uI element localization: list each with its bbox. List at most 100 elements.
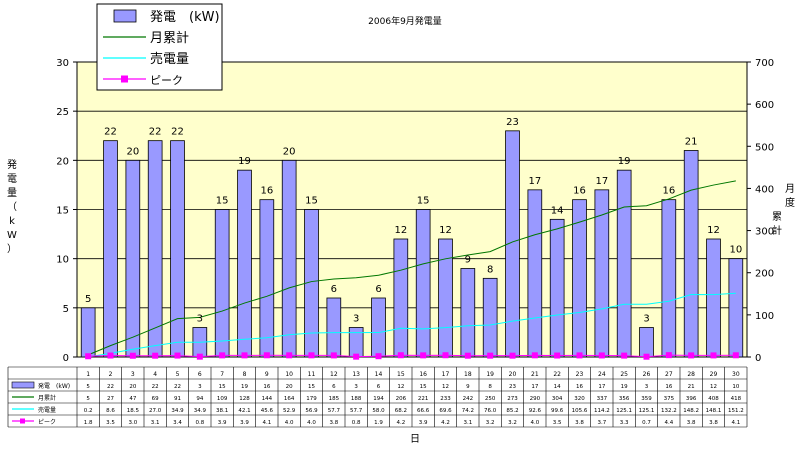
table-category: 18 [464,371,472,378]
peak-marker [732,352,739,359]
table-cell: 56.9 [305,408,318,414]
table-cell: 3 [645,384,649,390]
table-cell: 17 [531,384,538,390]
table-cell: 34.9 [194,408,207,414]
y-axis-left-char: ） [7,243,17,255]
bar [482,277,498,358]
y-axis-left-char: 量 [7,187,17,199]
bar-value-label: 15 [216,196,229,207]
y-axis-right-char: 累 [772,211,782,223]
right-tick-label: 100 [755,311,774,322]
table-series-name: 売電量 [38,406,56,414]
table-cell: 4.2 [441,420,450,426]
table-cell: 17 [598,384,605,390]
peak-marker [196,353,203,360]
left-tick-label: 15 [56,206,69,217]
table-cell: 290 [530,396,541,402]
table-category: 24 [598,371,606,378]
y-axis-left-char: 発 [7,158,17,171]
bar [348,327,364,358]
table-cell: 16 [576,384,583,390]
bar-value-label: 19 [238,156,251,167]
left-tick-label: 20 [56,156,69,167]
bar-value-label: 22 [149,127,162,138]
bar [616,169,632,358]
table-cell: 69.6 [439,408,452,414]
table-cell: 3.0 [128,420,137,426]
table-series-name: ピーク [38,419,56,426]
table-cell: 337 [597,396,608,402]
peak-marker [397,352,404,359]
table-cell: 15 [219,384,226,390]
table-cell: 27 [107,396,114,402]
bar [371,297,386,358]
table-category: 10 [285,371,293,378]
table-cell: 3.4 [173,420,182,426]
table-cell: 4.0 [307,420,316,426]
bar-value-label: 12 [394,225,407,236]
y-axis-left-char: 電 [7,173,17,185]
table-cell: 3.5 [553,420,562,426]
peak-line [88,354,736,358]
table-category: 13 [352,371,360,378]
table-cell: 3.5 [106,420,115,426]
table-cell: 8 [488,384,492,390]
peak-marker [375,353,382,360]
right-axis-ticks: 0 100 200 300 400 500 600 700 [747,58,774,364]
table-cell: 22 [174,384,181,390]
bar-value-label: 20 [283,146,296,157]
table-cell: 22 [107,384,114,390]
table-cell: 57.7 [350,408,363,414]
table-cell: 34.9 [171,408,184,414]
right-tick-label: 700 [755,58,774,69]
bar-data-labels: 5 22 20 22 22 3 15 19 16 20 15 6 3 6 12 15 12 9 8 23 17 14 16 1… [85,117,742,325]
peak-marker [509,352,516,359]
table-cell: 3 [198,384,202,390]
bar [639,327,654,358]
table-series-name: 月累計 [38,394,56,402]
table-cell: 0.8 [195,420,204,426]
y-axis-left-label: 発電量 （ kW ） [7,158,17,255]
peak-marker [263,352,270,359]
y-axis-left-char: （ [7,201,17,213]
table-cell: 3.1 [151,420,160,426]
table-cell: 148.1 [706,408,722,414]
peak-marker [330,352,337,359]
table-category: 8 [243,371,247,378]
table-cell: 151.2 [728,408,744,414]
bar [214,209,230,358]
table-cell: 0.8 [352,420,361,426]
table-key-swatch [11,381,35,389]
table-cell: 76.0 [484,408,497,414]
legend-marker [121,75,128,83]
table-category: 4 [153,371,157,378]
legend-label: 発電 (kW) [150,10,220,25]
table-category: 15 [397,371,405,378]
table-cell: 273 [507,396,518,402]
table-cell: 128 [239,396,250,402]
bar-value-label: 3 [197,314,203,325]
legend-label: ピーク [150,74,183,87]
table-cell: 3 [354,384,358,390]
y-axis-left-char: W [7,230,17,241]
bar-value-label: 14 [551,205,564,216]
table-cell: 194 [373,396,384,402]
table-cell: 304 [552,396,563,402]
table-cell: 91 [174,396,181,402]
bar-value-label: 8 [487,264,493,275]
x-axis-label: 日 [410,434,420,445]
bar-value-label: 15 [417,196,430,207]
table-cell: 320 [574,396,585,402]
data-table: 1 2 3 4 5 6 7 8 9 10 11 12 13 14 15 16 17 18 19 20 21 22 23 24 2… [7,366,748,428]
right-tick-label: 600 [755,100,774,111]
bar-value-label: 19 [618,156,631,167]
bar-value-label: 16 [260,186,273,197]
left-tick-label: 30 [56,58,69,69]
peak-marker [487,352,494,359]
bar-value-label: 12 [707,225,720,236]
bar [259,199,275,358]
y-axis-right-char: 度 [785,196,795,209]
table-category: 3 [131,371,135,378]
bar-value-label: 22 [171,127,184,138]
